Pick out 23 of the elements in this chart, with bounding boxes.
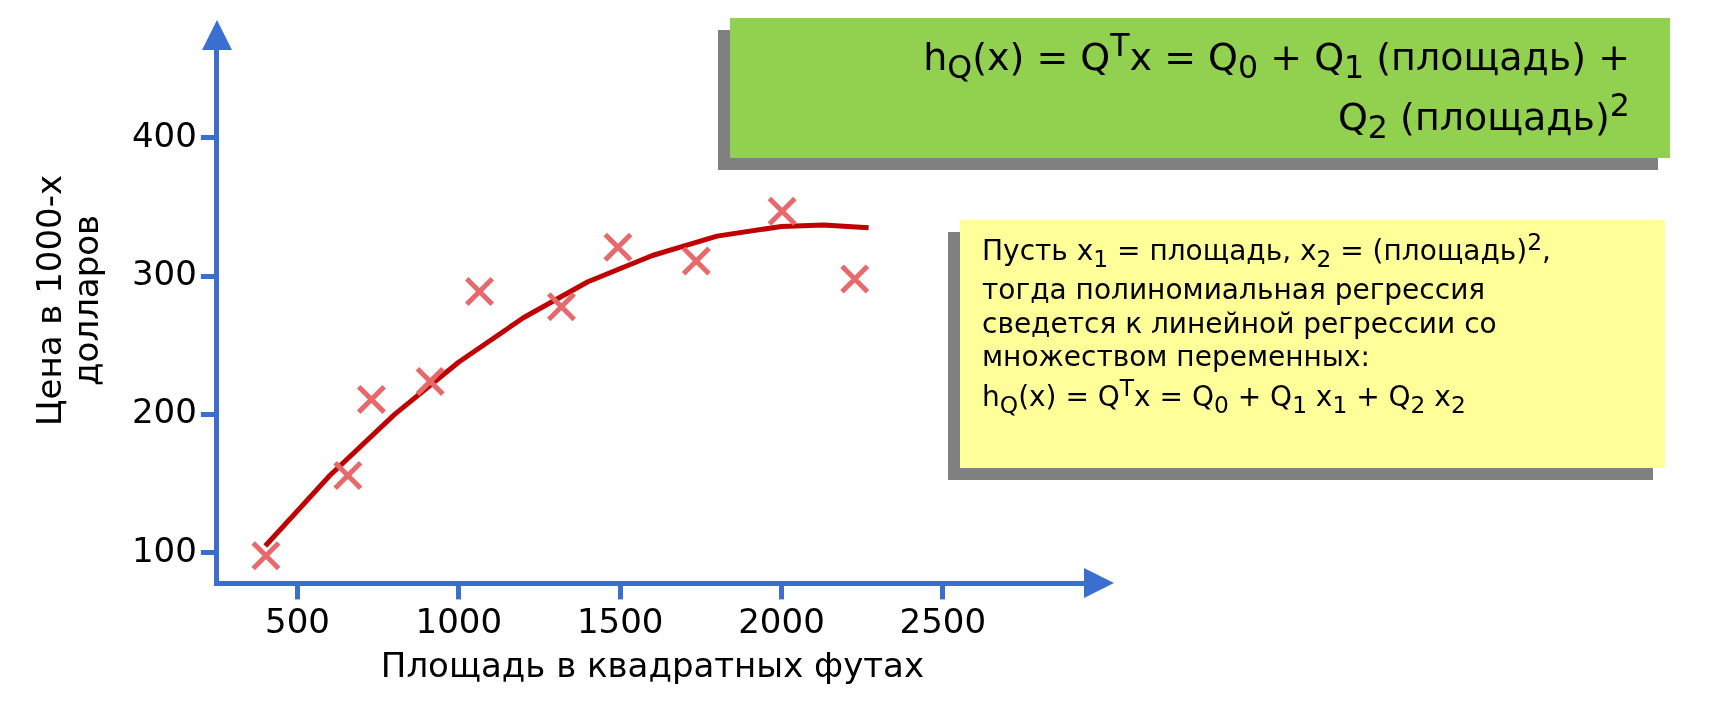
y-tick-label: 200 [131,391,197,432]
point [356,384,387,415]
text: h$_{Q}$(x) = Q$^{T}$x = Q$_{0}$ + Q$_{1}$ (площадь) + Q$_{2}$ (площадь)$^{2}$ [923,27,1630,146]
point [839,263,870,295]
x-tick-label: 1500 [576,600,664,641]
point [414,366,446,397]
y-tick-label: 100 [131,529,197,570]
text: Пусть x$_{1}$ = площадь, x$_{2}$ = (площадь)$^{2}$, тогда полиномиальная регрессия сведется к линейной регрессии со множеством переменных: h$_{Q}$(x) = Q$^{T}$x = Q$_{0}$ + Q$_{1}$ x$_{1}$ + Q$_{2}$ x$_{2}$ [982,228,1551,419]
x-tick-label: 2000 [738,600,825,641]
point [546,291,577,322]
x-tick-label: 2500 [899,600,987,641]
point [602,231,634,263]
point [681,245,712,277]
point [766,196,798,227]
x-tick-label: 1000 [415,600,503,641]
y-axis-title: Цена в 1000-х долларов [28,173,106,428]
y-tick-label: 400 [131,114,197,155]
x-tick-label: 500 [265,600,331,641]
point [464,276,495,307]
point [332,460,364,491]
x-axis-title: Площадь в квадратных футах [380,645,925,686]
y-tick-label: 300 [131,253,197,294]
point [250,540,282,571]
